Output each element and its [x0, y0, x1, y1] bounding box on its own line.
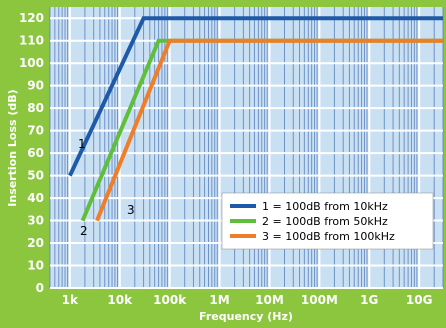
x-tick-label: 1k: [62, 293, 79, 307]
y-tick-label: 110: [19, 34, 44, 48]
y-tick-label: 80: [27, 101, 44, 115]
y-tick-label: 60: [27, 146, 44, 160]
y-tick-label: 20: [27, 236, 44, 250]
x-tick-label: 10M: [255, 293, 284, 307]
series-1-line: [68, 16, 443, 177]
minor-gridlines: [49, 7, 444, 288]
y-tick-label: 70: [27, 124, 44, 138]
y-tick-label: 50: [27, 169, 44, 183]
y-tick-label: 40: [27, 191, 44, 205]
series-lines: [68, 16, 443, 222]
x-tick-label: 1M: [209, 293, 229, 307]
y-tick-label: 100: [19, 56, 44, 70]
series-2-annotation: 2: [80, 224, 88, 238]
y-tick-label: 30: [27, 214, 44, 228]
y-tick-label: 90: [27, 79, 44, 93]
y-tick-label: 0: [36, 281, 44, 295]
y-tick-label: 120: [19, 11, 44, 25]
series-1-annotation: 1: [78, 137, 86, 151]
y-axis-title: Insertion Loss (dB): [6, 89, 19, 206]
legend-label-1: 1 = 100dB from 10kHz: [262, 200, 388, 213]
legend-label-3: 3 = 100dB from 100kHz: [262, 230, 395, 243]
y-tick-label: 10: [27, 259, 44, 273]
series-3-line: [95, 38, 443, 222]
legend: 1 = 100dB from 10kHz 2 = 100dB from 50kH…: [221, 192, 434, 250]
series-3-annotation: 3: [127, 203, 135, 217]
legend-label-2: 2 = 100dB from 50kHz: [262, 215, 388, 228]
x-tick-label: 10G: [406, 293, 433, 307]
x-tick-label: 100M: [301, 293, 338, 307]
x-axis-title: Frequency (Hz): [199, 310, 293, 323]
x-axis-tick-labels: 1k 10k 100k 1M 10M 100M 1G 10G: [62, 293, 433, 307]
y-axis-tick-labels: 0 10 20 30 40 50 60 70 80 90 100 110 120: [19, 11, 44, 295]
x-tick-label: 100k: [153, 293, 187, 307]
legend-box: [221, 192, 434, 250]
x-tick-label: 10k: [107, 293, 133, 307]
x-tick-label: 1G: [360, 293, 378, 307]
